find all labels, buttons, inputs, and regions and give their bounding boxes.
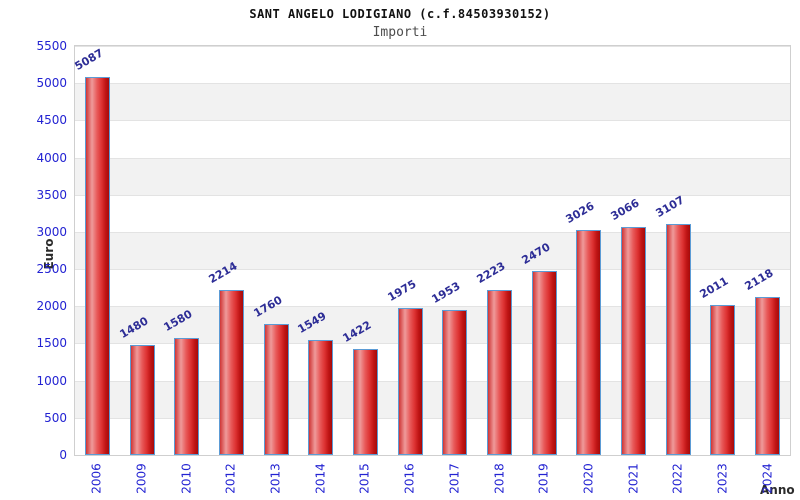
y-tick-label: 2500 xyxy=(36,262,67,277)
gridline xyxy=(75,157,790,159)
x-tick-label: 2023 xyxy=(715,463,730,494)
gridline xyxy=(75,231,790,233)
bar-value-label: 1953 xyxy=(429,279,463,306)
x-tick-label: 2017 xyxy=(447,463,462,494)
bar xyxy=(665,223,691,455)
plot-band xyxy=(75,83,790,121)
x-tick-label: 2006 xyxy=(89,463,104,494)
x-tick-label: 2016 xyxy=(402,463,417,494)
gridline xyxy=(75,120,790,122)
x-tick-label: 2013 xyxy=(268,463,283,494)
y-tick-label: 3000 xyxy=(36,224,67,239)
bar xyxy=(352,349,378,455)
x-tick-label: 2010 xyxy=(179,463,194,494)
y-tick-label: 0 xyxy=(59,448,67,462)
y-tick-label: 4000 xyxy=(36,150,67,165)
bar xyxy=(218,290,244,455)
x-tick-label: 2019 xyxy=(536,463,551,494)
bar xyxy=(531,271,557,455)
bar xyxy=(174,337,200,455)
bar xyxy=(263,324,289,455)
y-tick-label: 500 xyxy=(44,410,67,425)
bar xyxy=(442,309,468,455)
x-tick-label: 2021 xyxy=(626,463,641,494)
x-tick-label: 2018 xyxy=(492,463,507,494)
bar xyxy=(576,229,602,455)
gridline xyxy=(75,269,790,271)
gridline xyxy=(75,306,790,308)
x-tick-label: 2024 xyxy=(760,463,775,494)
y-tick-label: 4500 xyxy=(36,113,67,128)
gridline xyxy=(75,46,790,47)
gridline xyxy=(75,380,790,382)
y-tick-label: 1500 xyxy=(36,336,67,351)
x-tick-label: 2009 xyxy=(134,463,149,494)
bar xyxy=(755,297,781,455)
gridline xyxy=(75,417,790,419)
x-axis-title: Anno xyxy=(760,483,795,497)
bar xyxy=(710,305,736,455)
bar xyxy=(397,308,423,455)
y-tick-label: 5500 xyxy=(36,39,67,53)
chart-subtitle: Importi xyxy=(372,25,428,40)
bar-value-label: 5087 xyxy=(72,46,106,73)
y-tick-label: 2000 xyxy=(36,299,67,314)
gridline xyxy=(75,83,790,85)
bar xyxy=(308,339,334,455)
x-tick-label: 2015 xyxy=(357,463,372,494)
bar xyxy=(487,289,513,455)
y-tick-label: 5000 xyxy=(36,76,67,91)
x-tick-label: 2014 xyxy=(313,463,328,494)
bar-value-label: 3107 xyxy=(653,193,687,220)
y-tick-label: 1000 xyxy=(36,373,67,388)
bar xyxy=(129,344,155,455)
bar-value-label: 3026 xyxy=(563,199,597,226)
gridline xyxy=(75,343,790,345)
gridline xyxy=(75,194,790,196)
x-tick-label: 2020 xyxy=(581,463,596,494)
x-tick-label: 2012 xyxy=(223,463,238,494)
bar-value-label: 2118 xyxy=(742,266,776,294)
y-tick-label: 3500 xyxy=(36,187,67,202)
plot-band xyxy=(75,157,790,195)
bar-value-label: 1975 xyxy=(385,277,419,305)
x-tick-label: 2022 xyxy=(670,463,685,494)
chart-title: SANT ANGELO LODIGIANO (c.f.84503930152) xyxy=(249,7,551,21)
bar-value-label: 3066 xyxy=(608,196,642,223)
bar-value-label: 2011 xyxy=(697,274,731,302)
plot-area: 5087 1480 1580 2214 1760 1549 1422 1975 1953 2223… xyxy=(72,45,791,456)
bar xyxy=(84,76,110,455)
bar xyxy=(621,227,647,455)
